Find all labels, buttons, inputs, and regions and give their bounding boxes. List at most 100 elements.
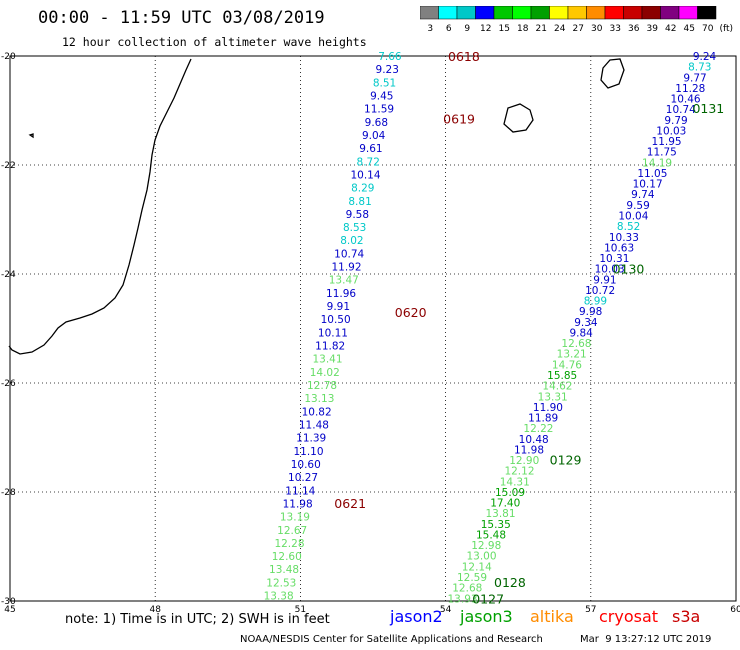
wave-height-value: 11.05 xyxy=(637,168,667,180)
lat-tick-label: -24 xyxy=(1,270,16,280)
lat-tick-label: -26 xyxy=(1,379,16,389)
wave-height-value: 10.72 xyxy=(585,285,615,297)
colorbar-label: 18 xyxy=(517,24,529,34)
lat-tick-label: -28 xyxy=(1,488,16,498)
colorbar-swatch xyxy=(697,6,717,20)
wave-height-value: 9.61 xyxy=(359,143,382,155)
pass-id-label: 0130 xyxy=(613,262,645,277)
wave-height-value: 11.10 xyxy=(293,446,323,458)
wave-height-value: 9.77 xyxy=(683,72,706,84)
wave-height-value: 14.02 xyxy=(310,367,340,379)
wave-height-value: 12.98 xyxy=(471,540,501,552)
wave-height-value: 11.98 xyxy=(514,444,544,456)
lon-tick-label: 57 xyxy=(585,605,596,615)
wave-height-value: 11.82 xyxy=(315,341,345,353)
colorbar-label: 15 xyxy=(499,24,510,34)
colorbar-label: 45 xyxy=(684,24,695,34)
reunion-island xyxy=(503,103,534,133)
pass-id-label: 0618 xyxy=(448,49,480,64)
wave-height-value: 9.04 xyxy=(362,130,386,142)
legend-entry-jason2: jason2 xyxy=(390,607,443,626)
wave-height-value: 13.19 xyxy=(280,512,310,524)
colorbar-label: 6 xyxy=(446,24,452,34)
lon-tick-label: 45 xyxy=(4,605,15,615)
wave-height-value: 10.17 xyxy=(633,179,663,191)
wave-height-value: 9.79 xyxy=(664,115,687,127)
colorbar-label: 36 xyxy=(628,24,640,34)
wave-height-value: 9.58 xyxy=(346,209,369,221)
wave-height-value: 9.68 xyxy=(365,117,388,129)
lon-tick-label: 54 xyxy=(440,605,452,615)
pass-id-label: 0129 xyxy=(550,452,582,467)
wave-height-value: 10.50 xyxy=(321,314,351,326)
colorbar-label: 42 xyxy=(665,24,676,34)
wave-height-value: 12.14 xyxy=(462,561,492,573)
colorbar-label: 33 xyxy=(610,24,621,34)
wave-height-value: 13.81 xyxy=(485,508,515,520)
wave-height-value: 10.03 xyxy=(656,125,686,137)
small-islet xyxy=(28,133,34,139)
colorbar-label: 27 xyxy=(573,24,584,34)
pass-id-label: 0619 xyxy=(443,112,475,127)
wave-height-value: 11.89 xyxy=(528,413,558,425)
wave-height-value: 14.19 xyxy=(642,157,672,169)
wave-height-value: 9.84 xyxy=(569,327,593,339)
wave-height-value: 13.93 xyxy=(448,593,478,605)
wave-height-value: 8.29 xyxy=(351,183,374,195)
colorbar-label: 30 xyxy=(591,24,603,34)
lon-tick-label: 51 xyxy=(295,605,306,615)
pass-id-label: 0128 xyxy=(494,575,526,590)
wave-height-value: 11.96 xyxy=(326,288,356,300)
wave-height-value: 10.63 xyxy=(604,242,634,254)
wave-height-value: 10.14 xyxy=(350,169,380,181)
axis-labels: 45 48 51 54 57 60 -20 -22 -24 -26 -28 -30 xyxy=(1,52,740,615)
wave-height-value: 10.11 xyxy=(318,327,348,339)
wave-height-value: 12.12 xyxy=(504,466,534,478)
wave-height-value: 8.51 xyxy=(373,77,396,89)
legend-entry-jason3: jason3 xyxy=(460,607,513,626)
wave-height-value: 12.59 xyxy=(457,572,487,584)
generation-timestamp: Mar 9 13:27:12 UTC 2019 xyxy=(580,634,712,645)
wave-height-value: 11.39 xyxy=(296,433,326,445)
wave-height-value: 12.60 xyxy=(272,551,302,563)
colorbar-label: 70 xyxy=(702,24,714,34)
colorbar-label: 21 xyxy=(536,24,547,34)
wave-height-value: 10.33 xyxy=(609,232,639,244)
pass-id-label: 0621 xyxy=(334,496,366,511)
wave-height-value: 10.60 xyxy=(291,459,321,471)
wave-height-value: 14.31 xyxy=(500,476,530,488)
colorbar-label: 9 xyxy=(464,24,470,34)
wave-height-value: 9.74 xyxy=(631,189,655,201)
wave-height-value: 12.78 xyxy=(307,380,337,392)
lon-tick-label: 48 xyxy=(149,605,161,615)
wave-height-value: 9.34 xyxy=(574,317,598,329)
lat-tick-label: -22 xyxy=(1,161,16,171)
colorbar-label: 3 xyxy=(427,24,433,34)
wave-height-value: 10.31 xyxy=(599,253,629,265)
map-title: 00:00 - 11:59 UTC 03/08/2019 xyxy=(38,8,325,28)
wave-height-value: 12.68 xyxy=(452,583,482,595)
wave-height-value: 11.59 xyxy=(364,104,394,116)
lat-tick-label: -30 xyxy=(1,597,16,607)
wave-height-value: 11.75 xyxy=(647,147,677,159)
wave-height-value: 13.38 xyxy=(264,591,294,603)
map-subtitle: 12 hour collection of altimeter wave hei… xyxy=(62,35,367,49)
wave-height-value: 11.90 xyxy=(533,402,563,414)
wave-height-value: 9.45 xyxy=(370,90,393,102)
colorbar-label: 24 xyxy=(554,24,566,34)
wave-height-value: 13.31 xyxy=(538,391,568,403)
wave-height-value: 11.98 xyxy=(283,498,313,510)
legend-entry-altika: altika xyxy=(530,607,574,626)
wave-height-value: 13.13 xyxy=(304,393,334,405)
wave-height-value: 10.82 xyxy=(302,406,332,418)
pass-id-label: 0127 xyxy=(472,591,504,606)
wave-height-value: 8.81 xyxy=(348,196,371,208)
wave-height-value: 8.52 xyxy=(617,221,640,233)
legend-entry-cryosat: cryosat xyxy=(599,607,659,626)
wave-height-value: 10.04 xyxy=(618,210,648,222)
wave-height-value: 9.91 xyxy=(593,274,616,286)
wave-height-value: 15.85 xyxy=(547,370,577,382)
wave-height-value: 10.74 xyxy=(334,248,364,260)
colorbar-label: (ft) xyxy=(719,24,733,34)
